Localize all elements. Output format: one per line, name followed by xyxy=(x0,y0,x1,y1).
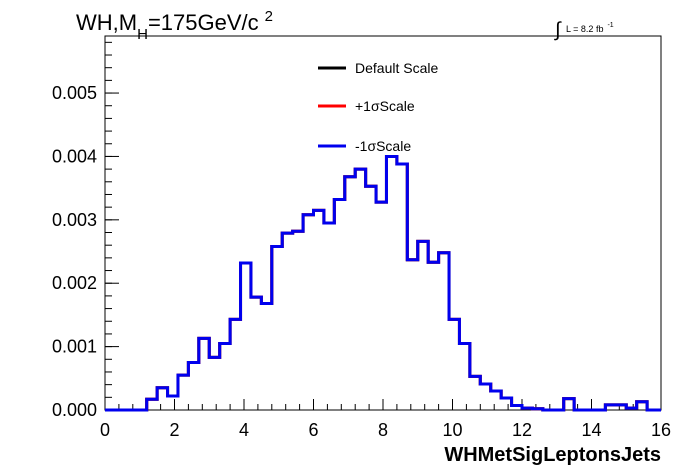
lumi-integral: ∫ xyxy=(554,19,562,41)
x-tick-label: 4 xyxy=(239,420,249,440)
x-tick-label: 16 xyxy=(651,420,671,440)
y-tick-label: 0.005 xyxy=(52,83,97,103)
y-tick-label: 0.002 xyxy=(52,273,97,293)
title-prefix: WH,M xyxy=(76,10,137,35)
x-axis-label: WHMetSigLeptonsJets xyxy=(444,444,661,466)
y-tick-label: 0.000 xyxy=(52,400,97,420)
lumi-label: L = 8.2 fb -1 xyxy=(566,22,614,34)
y-tick-label: 0.004 xyxy=(52,146,97,166)
series-minus-1sigma xyxy=(105,154,661,412)
lumi-superscript: -1 xyxy=(607,22,613,29)
legend-label-minus: -1σScale xyxy=(355,138,411,154)
y-tick-label: 0.003 xyxy=(52,210,97,230)
x-tick-label: 14 xyxy=(581,420,601,440)
title-value: =175GeV/c xyxy=(148,10,259,35)
x-axis: 0 2 4 6 8 10 12 14 16 xyxy=(100,399,671,440)
legend-label-default: Default Scale xyxy=(355,60,438,76)
legend: Default Scale +1σScale -1σScale xyxy=(318,60,438,154)
x-tick-label: 0 xyxy=(100,420,110,440)
x-tick-label: 6 xyxy=(308,420,318,440)
series-layer xyxy=(105,154,661,412)
title-superscript: 2 xyxy=(265,8,273,25)
x-tick-label: 10 xyxy=(442,420,462,440)
legend-label-plus: +1σScale xyxy=(355,98,415,114)
x-tick-label: 2 xyxy=(169,420,179,440)
x-tick-label: 12 xyxy=(512,420,532,440)
x-tick-label: 8 xyxy=(378,420,388,440)
title-subscript: H xyxy=(137,26,148,43)
y-tick-label: 0.001 xyxy=(52,337,97,357)
lumi-text: L = 8.2 fb xyxy=(566,24,603,34)
chart-title: WH,MH=175GeV/c 2 xyxy=(76,8,273,43)
